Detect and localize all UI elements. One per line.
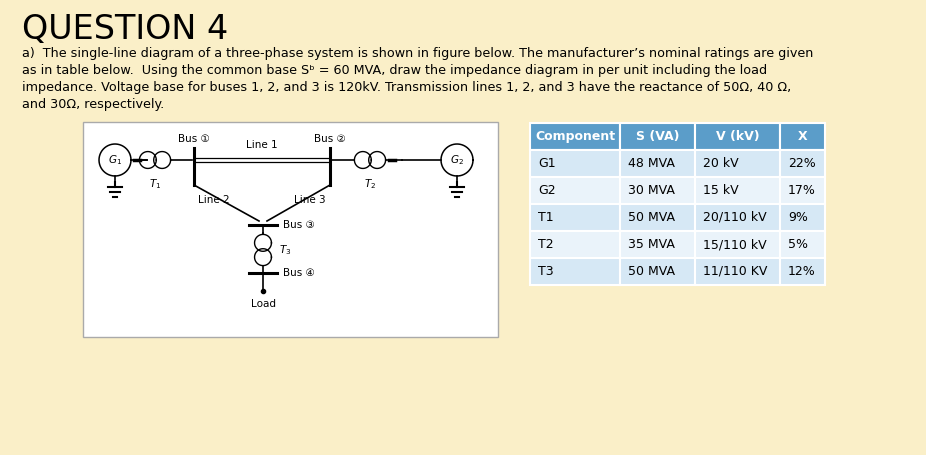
Text: Bus ①: Bus ① bbox=[178, 134, 210, 144]
Text: Line 3: Line 3 bbox=[294, 195, 326, 205]
Text: 17%: 17% bbox=[788, 184, 816, 197]
Bar bbox=[530, 258, 620, 285]
Text: 15/110 kV: 15/110 kV bbox=[703, 238, 767, 251]
Text: 20 kV: 20 kV bbox=[703, 157, 739, 170]
Text: 20/110 kV: 20/110 kV bbox=[703, 211, 767, 224]
Text: 30 MVA: 30 MVA bbox=[628, 184, 675, 197]
Text: Bus ②: Bus ② bbox=[314, 134, 346, 144]
Text: G1: G1 bbox=[538, 157, 556, 170]
Bar bbox=[530, 204, 620, 231]
Text: 5%: 5% bbox=[788, 238, 808, 251]
Bar bbox=[780, 258, 825, 285]
Text: Bus ③: Bus ③ bbox=[283, 220, 315, 230]
Bar bbox=[83, 122, 498, 337]
Text: 50 MVA: 50 MVA bbox=[628, 265, 675, 278]
Bar bbox=[620, 231, 695, 258]
Bar bbox=[695, 177, 780, 204]
Text: 9%: 9% bbox=[788, 211, 807, 224]
Bar bbox=[780, 231, 825, 258]
Bar bbox=[780, 177, 825, 204]
Bar bbox=[620, 123, 695, 150]
Bar bbox=[695, 123, 780, 150]
Text: QUESTION 4: QUESTION 4 bbox=[22, 13, 228, 46]
Bar bbox=[620, 150, 695, 177]
Text: $T_1$: $T_1$ bbox=[149, 177, 161, 191]
Text: 50 MVA: 50 MVA bbox=[628, 211, 675, 224]
Bar bbox=[620, 177, 695, 204]
Text: and 30Ω, respectively.: and 30Ω, respectively. bbox=[22, 98, 164, 111]
Bar bbox=[695, 150, 780, 177]
Text: $G_2$: $G_2$ bbox=[450, 153, 464, 167]
Text: G2: G2 bbox=[538, 184, 556, 197]
Text: as in table below.  Using the common base Sᵇ = 60 MVA, draw the impedance diagra: as in table below. Using the common base… bbox=[22, 64, 767, 77]
Bar bbox=[530, 123, 620, 150]
Text: 22%: 22% bbox=[788, 157, 816, 170]
Text: 15 kV: 15 kV bbox=[703, 184, 739, 197]
Text: X: X bbox=[797, 130, 807, 143]
Text: T2: T2 bbox=[538, 238, 554, 251]
Text: $T_3$: $T_3$ bbox=[279, 243, 292, 257]
Text: 12%: 12% bbox=[788, 265, 816, 278]
Bar bbox=[695, 231, 780, 258]
Text: 48 MVA: 48 MVA bbox=[628, 157, 675, 170]
Bar bbox=[780, 150, 825, 177]
Text: 35 MVA: 35 MVA bbox=[628, 238, 675, 251]
Text: $G_1$: $G_1$ bbox=[108, 153, 122, 167]
Text: a)  The single-line diagram of a three-phase system is shown in figure below. Th: a) The single-line diagram of a three-ph… bbox=[22, 47, 813, 60]
Text: Load: Load bbox=[251, 298, 276, 308]
Bar bbox=[530, 177, 620, 204]
Bar bbox=[530, 150, 620, 177]
Text: Line 2: Line 2 bbox=[198, 195, 230, 205]
Bar bbox=[780, 204, 825, 231]
Text: Line 1: Line 1 bbox=[246, 140, 278, 150]
Text: Component: Component bbox=[535, 130, 615, 143]
Text: V (kV): V (kV) bbox=[716, 130, 759, 143]
Bar bbox=[530, 231, 620, 258]
Text: T1: T1 bbox=[538, 211, 554, 224]
Text: S (VA): S (VA) bbox=[636, 130, 680, 143]
Text: T3: T3 bbox=[538, 265, 554, 278]
Bar bbox=[620, 258, 695, 285]
Text: $T_2$: $T_2$ bbox=[364, 177, 376, 191]
Bar bbox=[695, 204, 780, 231]
Bar bbox=[780, 123, 825, 150]
Text: impedance. Voltage base for buses 1, 2, and 3 is 120kV. Transmission lines 1, 2,: impedance. Voltage base for buses 1, 2, … bbox=[22, 81, 791, 94]
Text: 11/110 KV: 11/110 KV bbox=[703, 265, 768, 278]
Bar bbox=[620, 204, 695, 231]
Bar bbox=[695, 258, 780, 285]
Text: Bus ④: Bus ④ bbox=[283, 268, 315, 278]
